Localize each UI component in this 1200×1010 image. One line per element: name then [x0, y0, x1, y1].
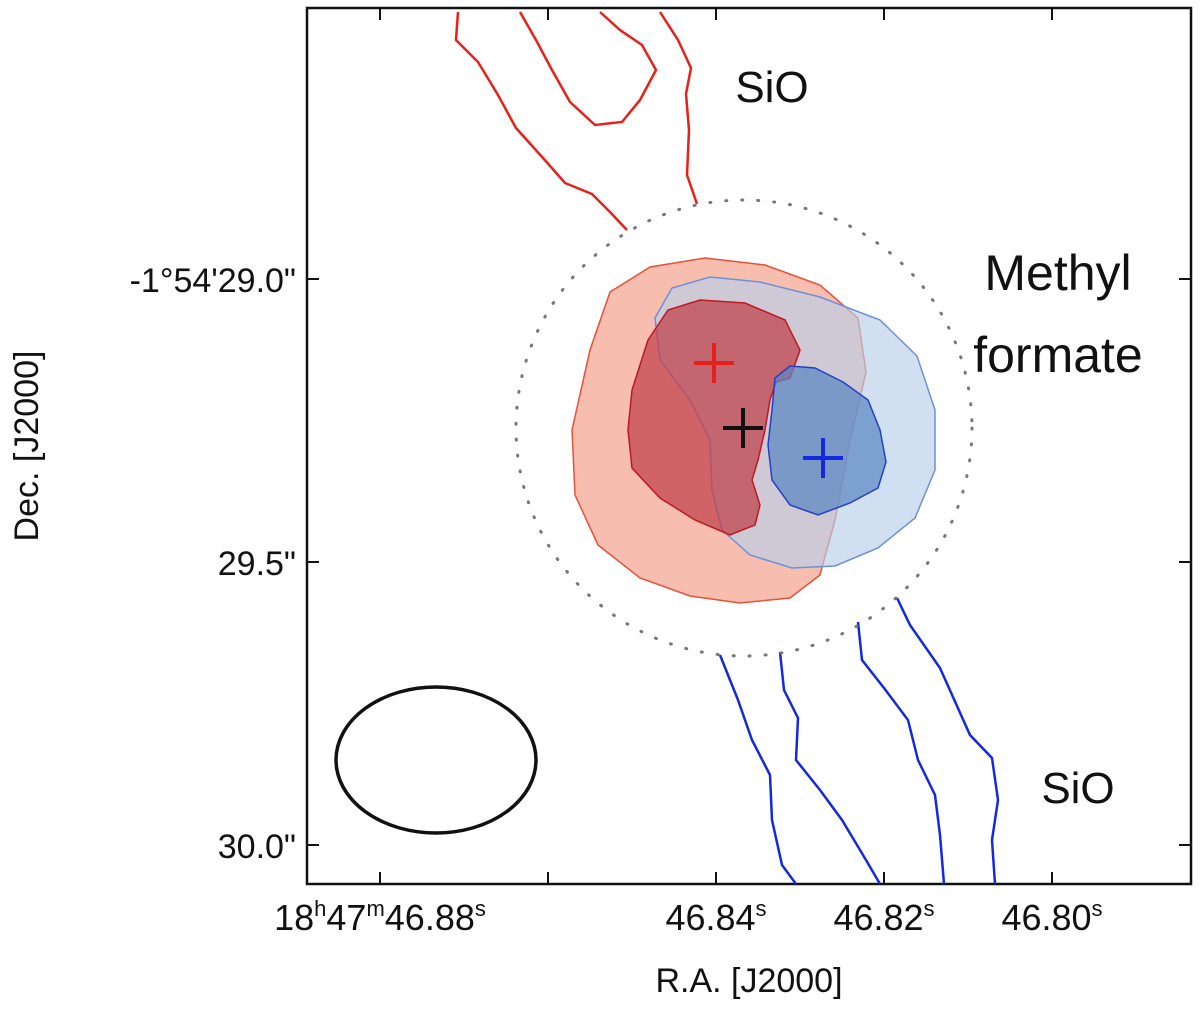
sio-redshifted-contours — [454, 11, 699, 231]
sio-blue-contour-2 — [778, 651, 882, 885]
ra-tick-label-3: 46.80s — [1001, 896, 1102, 938]
sio-blueshifted-contours — [718, 597, 1000, 885]
methyl-red-inner-contour — [627, 299, 801, 536]
center-marker — [723, 408, 763, 448]
blue-peak-marker — [803, 438, 843, 478]
ra-tick-marks — [379, 8, 1053, 884]
sio-blue-contour-3 — [856, 621, 946, 885]
sio-south-label: SiO — [1041, 764, 1114, 813]
plot-frame — [305, 6, 1193, 886]
y-axis-label: Dec. [J2000] — [8, 351, 46, 542]
ra-tick-label-2: 46.82s — [833, 896, 934, 938]
dec-tick-label-2: 30.0" — [218, 828, 296, 866]
dec-tick-label-0: -1°54'29.0" — [130, 262, 296, 300]
sio-red-contour-outer-east — [658, 11, 699, 205]
ra-tick-label-0: 18h47m46.88s — [274, 896, 486, 938]
red-peak-marker — [694, 343, 734, 383]
sio-north-label: SiO — [735, 63, 808, 112]
x-axis-label: R.A. [J2000] — [655, 962, 842, 1000]
methyl-formate-label-line2: formate — [973, 327, 1143, 383]
dec-tick-marks — [307, 278, 1191, 846]
field-circle — [514, 198, 974, 658]
beam-ellipse — [334, 685, 538, 835]
sio-red-contour-outer — [454, 11, 628, 231]
sio-red-contour-inner — [518, 11, 658, 127]
dec-tick-label-1: 29.5" — [218, 545, 296, 583]
sio-blue-contour-4 — [895, 597, 1000, 885]
ra-tick-label-1: 46.84s — [665, 896, 766, 938]
methyl-formate-label-line1: Methyl — [984, 245, 1131, 301]
methyl-blue-inner-contour — [767, 365, 887, 516]
sio-blue-contour-1 — [718, 654, 798, 885]
